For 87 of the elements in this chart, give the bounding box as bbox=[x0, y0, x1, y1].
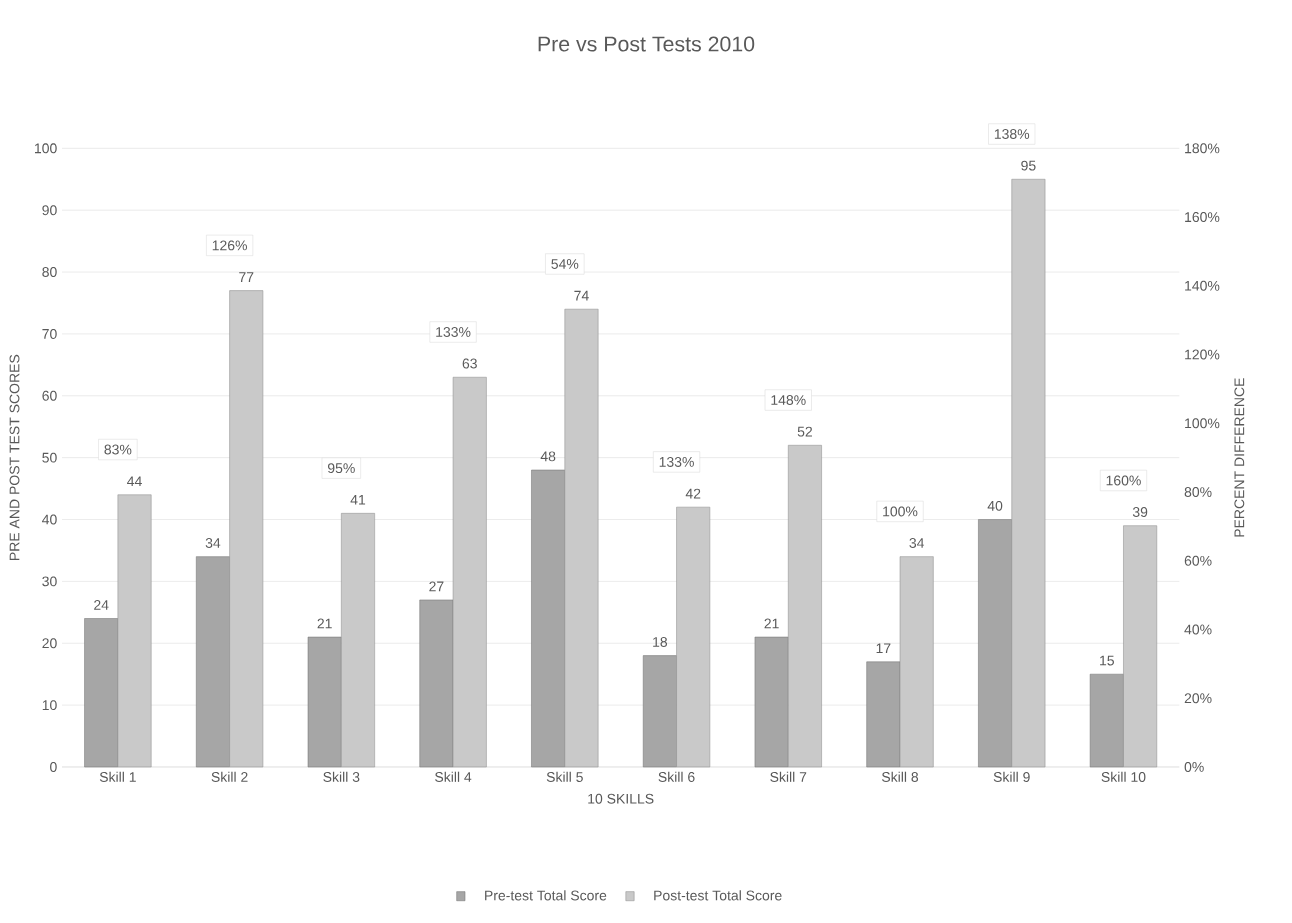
x-tick-label: Skill 5 bbox=[546, 771, 583, 782]
data-label: 18 bbox=[653, 637, 668, 647]
bar bbox=[1123, 525, 1158, 768]
y2-tick-label: 180% bbox=[1185, 143, 1220, 154]
bar bbox=[788, 445, 822, 768]
bar bbox=[1089, 673, 1124, 768]
data-label: 21 bbox=[317, 618, 332, 629]
data-label: 41 bbox=[350, 495, 366, 505]
annotation: 133% bbox=[436, 327, 471, 337]
annotation: 95% bbox=[327, 463, 355, 474]
data-label: 21 bbox=[764, 618, 779, 629]
y-tick-label: 10 bbox=[42, 700, 57, 711]
data-label: 34 bbox=[205, 538, 221, 548]
data-label: 63 bbox=[462, 358, 477, 369]
data-label: 52 bbox=[797, 426, 812, 437]
x-tick-label: Skill 1 bbox=[99, 771, 136, 782]
data-label: 40 bbox=[987, 500, 1003, 511]
annotation: 133% bbox=[659, 456, 694, 467]
x-tick-label: Skill 9 bbox=[993, 771, 1030, 782]
bar bbox=[452, 376, 487, 768]
y2-axis-title: PERCENT DIFFERENCE bbox=[1234, 378, 1245, 537]
y2-tick-label: 160% bbox=[1185, 212, 1220, 223]
data-label: 74 bbox=[574, 290, 589, 301]
bar bbox=[117, 494, 152, 768]
y-tick-label: 50 bbox=[42, 452, 57, 463]
x-tick-label: Skill 4 bbox=[435, 771, 472, 782]
annotation: 54% bbox=[551, 259, 579, 269]
y2-tick-label: 140% bbox=[1185, 280, 1220, 291]
bar bbox=[564, 308, 599, 768]
bar bbox=[676, 506, 711, 768]
data-label: 17 bbox=[876, 643, 891, 654]
data-label: 15 bbox=[1100, 655, 1114, 666]
y-tick-label: 30 bbox=[42, 576, 57, 587]
bar bbox=[754, 636, 789, 768]
data-label: 77 bbox=[239, 272, 254, 282]
y2-tick-label: 100% bbox=[1185, 418, 1220, 429]
y-tick-label: 80 bbox=[42, 267, 57, 278]
bar bbox=[978, 519, 1013, 768]
y-axis-title: PRE AND POST TEST SCORES bbox=[9, 354, 20, 560]
x-tick-label: Skill 2 bbox=[211, 771, 248, 782]
bar bbox=[307, 636, 342, 768]
y-tick-label: 40 bbox=[42, 514, 57, 525]
x-tick-label: Skill 10 bbox=[1101, 771, 1146, 782]
y-tick-label: 60 bbox=[42, 390, 57, 401]
x-tick-label: Skill 7 bbox=[770, 771, 807, 782]
y-tick-label: 20 bbox=[42, 638, 57, 649]
bar bbox=[899, 556, 934, 768]
data-label: 24 bbox=[94, 600, 109, 610]
text: 138% bbox=[994, 129, 1030, 139]
data-label: 27 bbox=[429, 581, 444, 592]
y2-tick-label: 80% bbox=[1184, 487, 1212, 497]
x-axis-title: 10 SKILLS bbox=[588, 793, 654, 804]
bar bbox=[642, 655, 677, 768]
y2-tick-label: 120% bbox=[1185, 349, 1220, 360]
bar bbox=[866, 661, 901, 768]
bar bbox=[1011, 178, 1046, 768]
y2-tick-label: 0% bbox=[1184, 762, 1204, 772]
y2-tick-label: 40% bbox=[1184, 624, 1212, 635]
annotation: 100% bbox=[883, 506, 918, 517]
bar bbox=[196, 556, 230, 768]
data-label: 95 bbox=[1021, 160, 1036, 171]
annotation: 160% bbox=[1106, 475, 1141, 486]
annotation: 126% bbox=[212, 240, 247, 251]
y-tick-label: 100 bbox=[35, 143, 57, 154]
x-tick-label: Skill 3 bbox=[323, 771, 360, 782]
data-label: 34 bbox=[909, 538, 925, 548]
bar bbox=[419, 599, 454, 768]
y-tick-label: 0 bbox=[50, 762, 57, 772]
x-tick-label: Skill 8 bbox=[881, 771, 919, 782]
legend-label: Pre-test Total Score bbox=[485, 890, 607, 901]
y2-tick-label: 60% bbox=[1184, 555, 1212, 566]
bar bbox=[229, 290, 264, 768]
bar bbox=[531, 469, 566, 768]
y-tick-label: 70 bbox=[42, 328, 57, 339]
data-label: 39 bbox=[1132, 507, 1148, 517]
bar bbox=[84, 618, 119, 768]
annotation: 83% bbox=[104, 444, 132, 455]
x-tick-label: Skill 6 bbox=[658, 771, 695, 782]
bar bbox=[341, 513, 375, 768]
legend-label: Post-test Total Score bbox=[654, 890, 782, 901]
data-label: 42 bbox=[685, 488, 701, 499]
data-label: 44 bbox=[127, 476, 142, 487]
y-tick-label: 90 bbox=[42, 205, 57, 216]
y2-tick-label: 20% bbox=[1184, 693, 1212, 704]
chart-title: Pre vs Post Tests 2010 bbox=[538, 36, 755, 52]
data-label: 48 bbox=[540, 451, 556, 462]
annotation: 148% bbox=[771, 395, 806, 406]
